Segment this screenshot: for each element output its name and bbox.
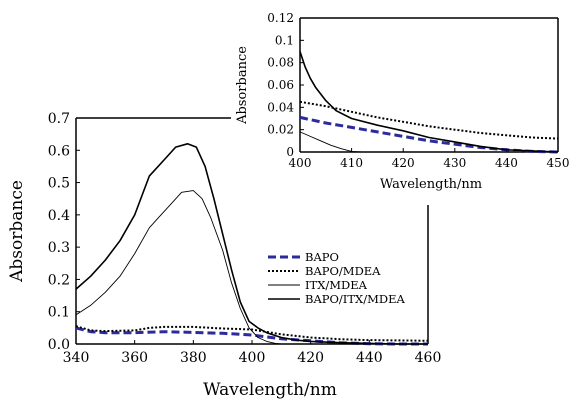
inset-y-axis-label: Absorbance — [235, 46, 250, 125]
main-y-tick-label: 0.4 — [48, 208, 70, 224]
main-y-tick-label: 0.0 — [48, 337, 70, 353]
inset-series-itx-mdea — [299, 131, 362, 153]
legend-label-bapo-mdea: BAPO/MDEA — [305, 264, 381, 278]
inset-x-tick-label: 450 — [547, 156, 570, 170]
inset-y-tick-label: 0.04 — [267, 100, 294, 114]
main-x-tick-label: 380 — [180, 350, 207, 366]
inset-y-tick-label: 0.1 — [275, 33, 294, 47]
main-y-tick-label: 0.3 — [48, 240, 70, 256]
inset-x-axis-label: Wavelength/nm — [380, 177, 482, 192]
main-x-axis-label: Wavelength/nm — [203, 380, 337, 399]
main-y-axis-label: Absorbance — [7, 180, 27, 283]
main-x-tick-label: 360 — [121, 350, 148, 366]
main-x-tick-label: 400 — [239, 350, 266, 366]
inset-x-tick-label: 430 — [443, 156, 466, 170]
inset-x-tick-label: 410 — [340, 156, 363, 170]
main-series-itx-mdea — [75, 190, 428, 345]
inset-series-bapo-mdea — [299, 100, 559, 140]
main-x-tick-label: 340 — [63, 350, 90, 366]
legend-label-bapo-itx-mdea: BAPO/ITX/MDEA — [305, 292, 405, 306]
inset-x-tick-label: 400 — [289, 156, 312, 170]
inset-x-tick-label: 440 — [495, 156, 518, 170]
main-y-tick-label: 0.6 — [48, 143, 70, 159]
inset-x-tick-label: 420 — [392, 156, 415, 170]
main-series-bapo-itx-mdea — [75, 143, 428, 345]
inset-y-tick-label: 0.02 — [267, 123, 294, 137]
main-x-tick-label: 420 — [297, 350, 324, 366]
main-x-tick-label: 460 — [415, 350, 442, 366]
inset-series-bapo-itx-mdea — [299, 51, 559, 153]
inset-y-tick-label: 0.08 — [267, 56, 294, 70]
legend-label-itx-mdea: ITX/MDEA — [305, 278, 368, 292]
main-y-tick-label: 0.5 — [48, 176, 70, 192]
inset-background — [232, 4, 562, 204]
main-series-bapo — [75, 326, 428, 346]
inset-y-tick-label: 0 — [286, 145, 294, 159]
main-y-tick-label: 0.2 — [48, 272, 70, 288]
legend-label-bapo: BAPO — [305, 250, 339, 264]
legend: BAPO BAPO/MDEA ITX/MDEA BAPO/ITX/MDEA — [268, 250, 405, 306]
main-y-tick-label: 0.1 — [48, 305, 70, 321]
inset-y-tick-label: 0.06 — [267, 78, 294, 92]
main-series-bapo-mdea — [75, 325, 429, 342]
main-x-tick-label: 440 — [356, 350, 383, 366]
main-y-tick-label: 0.7 — [48, 111, 70, 127]
inset-y-tick-label: 0.12 — [267, 11, 294, 25]
